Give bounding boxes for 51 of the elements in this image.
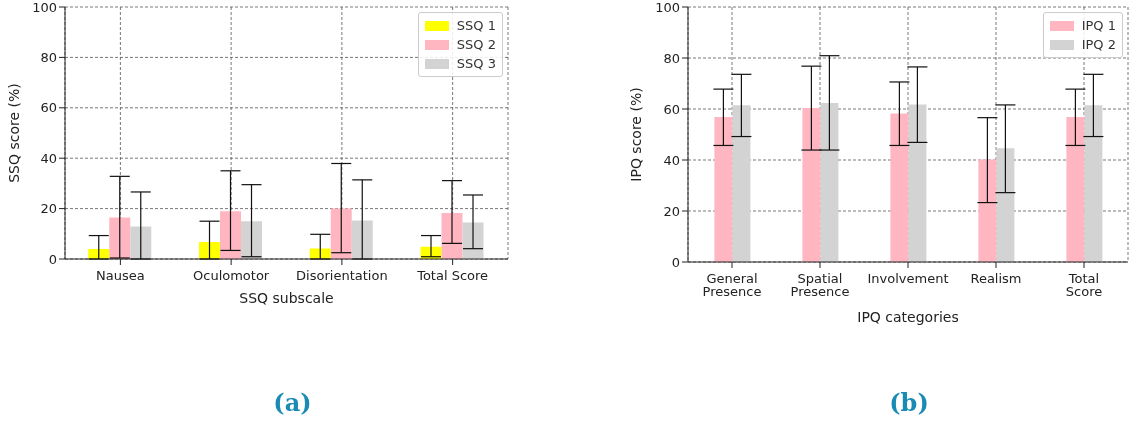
- y-tick-label: 80: [40, 50, 57, 66]
- y-tick-label: 60: [40, 100, 57, 116]
- y-axis-title: IPQ score (%): [627, 87, 644, 182]
- bar: [714, 116, 733, 262]
- bar: [1066, 116, 1085, 262]
- x-tick-label: Realism: [970, 271, 1022, 287]
- legend-label: IPQ 1: [1081, 18, 1116, 33]
- y-axis-title: SSQ score (%): [5, 83, 22, 183]
- bar: [1084, 105, 1103, 262]
- legend-label: IPQ 2: [1081, 37, 1116, 52]
- x-axis-title: IPQ categories: [857, 309, 959, 325]
- x-tick-label: Disorientation: [296, 268, 388, 284]
- bar: [908, 104, 927, 262]
- legend-label: SSQ 3: [456, 56, 496, 71]
- y-tick-label: 100: [655, 0, 680, 15]
- x-tick-label: General Presence: [702, 271, 762, 300]
- x-tick-label: Nausea: [96, 268, 145, 284]
- bar: [802, 107, 821, 262]
- bar: [996, 148, 1015, 262]
- x-tick-label: Total Score: [1065, 271, 1103, 300]
- x-tick-label: Total Score: [416, 268, 489, 284]
- bar: [199, 242, 221, 259]
- x-tick-label: Oculomotor: [193, 268, 270, 284]
- bar: [441, 212, 463, 259]
- y-tick-label: 60: [663, 101, 680, 117]
- x-tick-label: Spatial Presence: [790, 271, 850, 300]
- bar: [890, 113, 909, 262]
- bar: [978, 159, 997, 262]
- text: (b): [888, 388, 930, 417]
- text: (a): [272, 388, 313, 417]
- bar: [351, 220, 373, 259]
- y-tick-label: 0: [671, 254, 680, 270]
- y-tick-label: 0: [48, 251, 57, 267]
- legend-label: SSQ 1: [456, 18, 496, 33]
- x-tick-label: Involvement: [867, 271, 949, 287]
- y-tick-label: 40: [40, 150, 57, 166]
- y-tick-label: 20: [40, 201, 57, 217]
- bar: [462, 222, 484, 259]
- y-tick-label: 80: [663, 50, 680, 66]
- bar: [109, 217, 131, 259]
- y-tick-label: 20: [663, 203, 680, 219]
- legend-label: SSQ 2: [456, 37, 496, 52]
- bar: [330, 208, 352, 259]
- bar: [820, 102, 839, 262]
- bar: [220, 211, 242, 259]
- x-axis-title: SSQ subscale: [239, 290, 334, 306]
- bar: [309, 248, 331, 259]
- bar: [241, 221, 263, 259]
- bar: [732, 105, 751, 262]
- y-tick-label: 40: [663, 152, 680, 168]
- y-tick-label: 100: [32, 0, 57, 15]
